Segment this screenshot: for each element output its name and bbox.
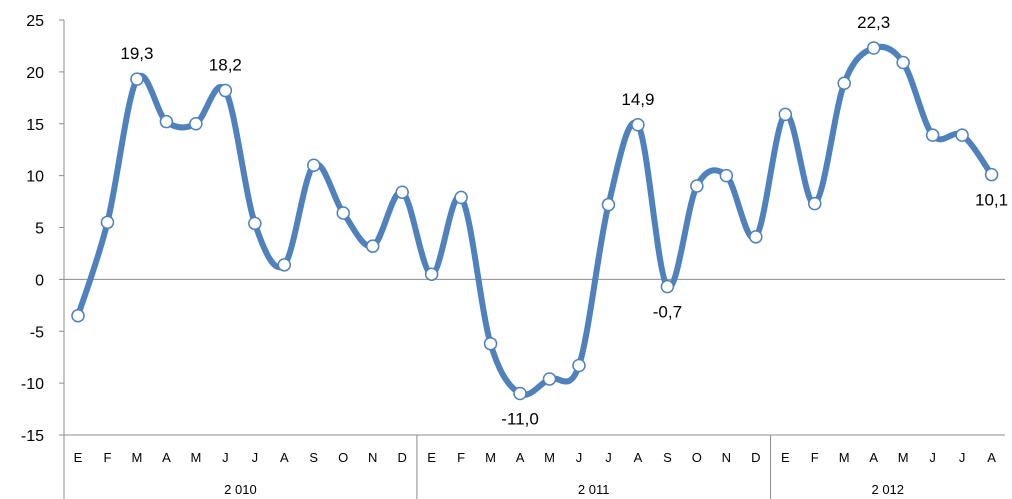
- data-label: 14,9: [621, 90, 654, 109]
- data-point: [837, 76, 851, 91]
- x-tick-label: F: [811, 450, 819, 465]
- x-tick-label: O: [692, 450, 702, 465]
- x-tick-label: A: [516, 450, 525, 465]
- data-point: [719, 168, 734, 183]
- x-tick-label: N: [368, 450, 377, 465]
- x-tick-label: E: [427, 450, 436, 465]
- y-tick-label: -10: [21, 376, 44, 393]
- data-point: [159, 114, 174, 129]
- x-tick-label: M: [544, 450, 555, 465]
- data-point: [336, 206, 350, 220]
- x-tick-label: M: [485, 450, 496, 465]
- x-tick-label: O: [338, 450, 348, 465]
- data-point: [424, 267, 439, 281]
- x-tick-label: S: [663, 450, 672, 465]
- data-point: [690, 179, 704, 193]
- x-tick-label: J: [959, 450, 966, 465]
- data-label: 10,1: [975, 191, 1008, 210]
- data-point: [189, 117, 203, 131]
- x-tick-label: A: [162, 450, 171, 465]
- x-tick-label: M: [898, 450, 909, 465]
- series-line: [75, 43, 995, 398]
- data-point: [365, 239, 380, 253]
- data-point: [955, 128, 969, 142]
- data-label: 18,2: [209, 56, 242, 75]
- data-point: [277, 258, 292, 272]
- x-tick-label: J: [252, 450, 259, 465]
- data-label: 22,3: [857, 13, 890, 32]
- y-tick-label: -5: [30, 324, 44, 341]
- data-point: [483, 336, 498, 351]
- series-layer: [71, 41, 999, 401]
- x-tick-label: D: [751, 450, 760, 465]
- year-label: 2 010: [224, 482, 257, 497]
- x-tick-label: A: [987, 450, 996, 465]
- data-point: [307, 158, 321, 172]
- y-tick-label: 15: [26, 117, 44, 134]
- data-point: [896, 55, 910, 70]
- year-label: 2 012: [871, 482, 904, 497]
- data-point: [130, 72, 144, 86]
- x-tick-label: J: [929, 450, 936, 465]
- x-tick-label: N: [722, 450, 731, 465]
- axes: -15 -10 -5 0 5 10 15 20 25 E F M A M J J A S O N D E F M A M J J A S O…: [21, 13, 1005, 499]
- y-tick-label: -15: [21, 428, 44, 445]
- data-point: [100, 215, 115, 230]
- data-point: [601, 197, 616, 212]
- y-tick-label: 25: [26, 13, 44, 30]
- x-tick-label: A: [869, 450, 878, 465]
- x-tick-label: J: [222, 450, 229, 465]
- x-tick-label: F: [103, 450, 111, 465]
- data-label: -0,7: [653, 303, 682, 322]
- y-tick-label: 5: [35, 221, 44, 238]
- x-tick-label: M: [190, 450, 201, 465]
- y-tick-label: 20: [26, 65, 44, 82]
- data-point: [454, 190, 468, 205]
- data-point: [749, 230, 763, 244]
- data-point: [984, 167, 999, 182]
- data-point: [808, 196, 822, 211]
- data-point: [513, 386, 527, 401]
- x-tick-label: M: [839, 450, 850, 465]
- x-tick-label: D: [397, 450, 406, 465]
- x-tick-label: A: [634, 450, 643, 465]
- data-point: [778, 107, 793, 122]
- data-point: [218, 83, 233, 98]
- x-tick-label: J: [605, 450, 612, 465]
- data-point: [925, 128, 940, 142]
- y-tick-label: 0: [35, 272, 44, 289]
- year-label: 2 011: [578, 482, 610, 497]
- y-tick-label: 10: [26, 169, 44, 186]
- data-point: [71, 308, 85, 323]
- x-tick-label: E: [781, 450, 790, 465]
- data-point: [542, 372, 557, 386]
- x-tick-label: A: [280, 450, 289, 465]
- x-tick-label: S: [309, 450, 318, 465]
- data-point: [572, 358, 586, 373]
- data-label: -11,0: [501, 410, 539, 429]
- x-tick-label: E: [74, 450, 83, 465]
- data-point: [866, 41, 881, 55]
- data-label: 19,3: [120, 44, 153, 63]
- x-tick-label: M: [132, 450, 143, 465]
- x-tick-label: J: [576, 450, 583, 465]
- data-point: [660, 279, 675, 294]
- x-tick-label: F: [457, 450, 465, 465]
- data-point: [248, 216, 262, 231]
- data-point: [631, 118, 645, 132]
- labels-layer: 19,3 18,2 -11,0 14,9 -0,7 22,3 10,1: [120, 13, 1008, 428]
- data-point: [395, 185, 409, 199]
